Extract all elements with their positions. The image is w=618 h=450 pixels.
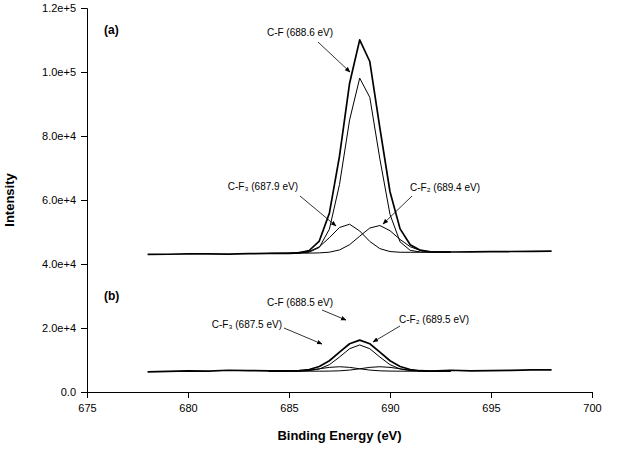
annotation: C-F₂ (689.5 eV) — [399, 314, 469, 325]
annotation-arrow — [300, 196, 336, 226]
y-tick: 8.0e+4 — [42, 130, 87, 142]
y-tick-label: 6.0e+4 — [42, 194, 76, 206]
x-tick: 680 — [179, 392, 197, 414]
y-tick: 1.0e+5 — [42, 66, 87, 78]
y-tick-mark — [81, 200, 87, 201]
x-tick-mark — [491, 392, 492, 398]
x-tick-mark — [390, 392, 391, 398]
x-axis-title: Binding Energy (eV) — [277, 428, 401, 443]
x-tick: 685 — [280, 392, 298, 414]
x-tick-mark — [188, 392, 189, 398]
component-line — [269, 78, 451, 253]
x-tick: 690 — [381, 392, 399, 414]
component-line — [269, 226, 451, 254]
component-line — [269, 367, 451, 371]
annotations: (a) C-F (688.6 eV) C-F₃ (687.9 eV) C-F₂ (68… — [104, 23, 480, 344]
x-tick-label: 680 — [179, 402, 197, 414]
x-tick: 695 — [482, 392, 500, 414]
component-line — [269, 367, 451, 371]
x-tick-mark — [592, 392, 593, 398]
annotation-arrow — [318, 42, 350, 72]
y-tick: 2.0e+4 — [42, 322, 87, 334]
y-axis: 0.0 2.0e+4 4.0e+4 6.0e+4 8.0e+4 1.0e+5 1.2e+5 — [42, 2, 87, 398]
x-tick-label: 675 — [78, 402, 96, 414]
chart: 675 680 685 690 695 700 0.0 2.0e+4 4.0e+4 6.0e+4 8… — [0, 0, 618, 450]
x-tick-label: 685 — [280, 402, 298, 414]
y-tick-label: 1.0e+5 — [42, 66, 76, 78]
y-tick-mark — [81, 8, 87, 9]
annotation: C-F₂ (689.4 eV) — [410, 182, 480, 193]
y-tick: 6.0e+4 — [42, 194, 87, 206]
x-tick: 700 — [583, 392, 601, 414]
annotation: (a) — [104, 23, 119, 37]
y-tick-label: 0.0 — [61, 386, 76, 398]
x-tick-label: 695 — [482, 402, 500, 414]
annotation-arrow — [373, 326, 400, 342]
y-tick-label: 4.0e+4 — [42, 258, 76, 270]
component-line — [269, 224, 451, 253]
annotation: (b) — [104, 289, 119, 303]
y-tick-mark — [81, 328, 87, 329]
y-axis-line — [81, 9, 88, 393]
x-tick-label: 700 — [583, 402, 601, 414]
x-axis-line — [88, 393, 593, 399]
y-tick-label: 2.0e+4 — [42, 322, 76, 334]
y-tick: 1.2e+5 — [42, 2, 87, 14]
annotation: C-F₃ (687.5 eV) — [212, 319, 282, 330]
x-tick: 675 — [78, 392, 96, 414]
plot-area — [148, 40, 552, 372]
annotation-arrow — [322, 310, 346, 320]
y-tick-mark — [81, 136, 87, 137]
annotation: C-F₃ (687.9 eV) — [228, 181, 298, 192]
annotation: C-F (688.6 eV) — [267, 27, 333, 38]
envelope-line — [148, 40, 552, 255]
y-tick-mark — [81, 72, 87, 73]
y-tick-label: 8.0e+4 — [42, 130, 76, 142]
y-tick-label: 1.2e+5 — [42, 2, 76, 14]
y-axis-title: Intensity — [2, 173, 17, 227]
x-axis: 675 680 685 690 695 700 — [78, 392, 601, 414]
envelope-line — [148, 340, 552, 372]
y-tick: 4.0e+4 — [42, 258, 87, 270]
annotation-arrow — [284, 328, 322, 344]
y-tick-mark — [81, 392, 87, 393]
y-tick-mark — [81, 264, 87, 265]
annotation: C-F (688.5 eV) — [267, 297, 333, 308]
x-tick-mark — [289, 392, 290, 398]
y-tick: 0.0 — [61, 386, 87, 398]
annotation-arrow — [383, 196, 412, 224]
x-tick-label: 690 — [381, 402, 399, 414]
component-line — [269, 345, 451, 371]
